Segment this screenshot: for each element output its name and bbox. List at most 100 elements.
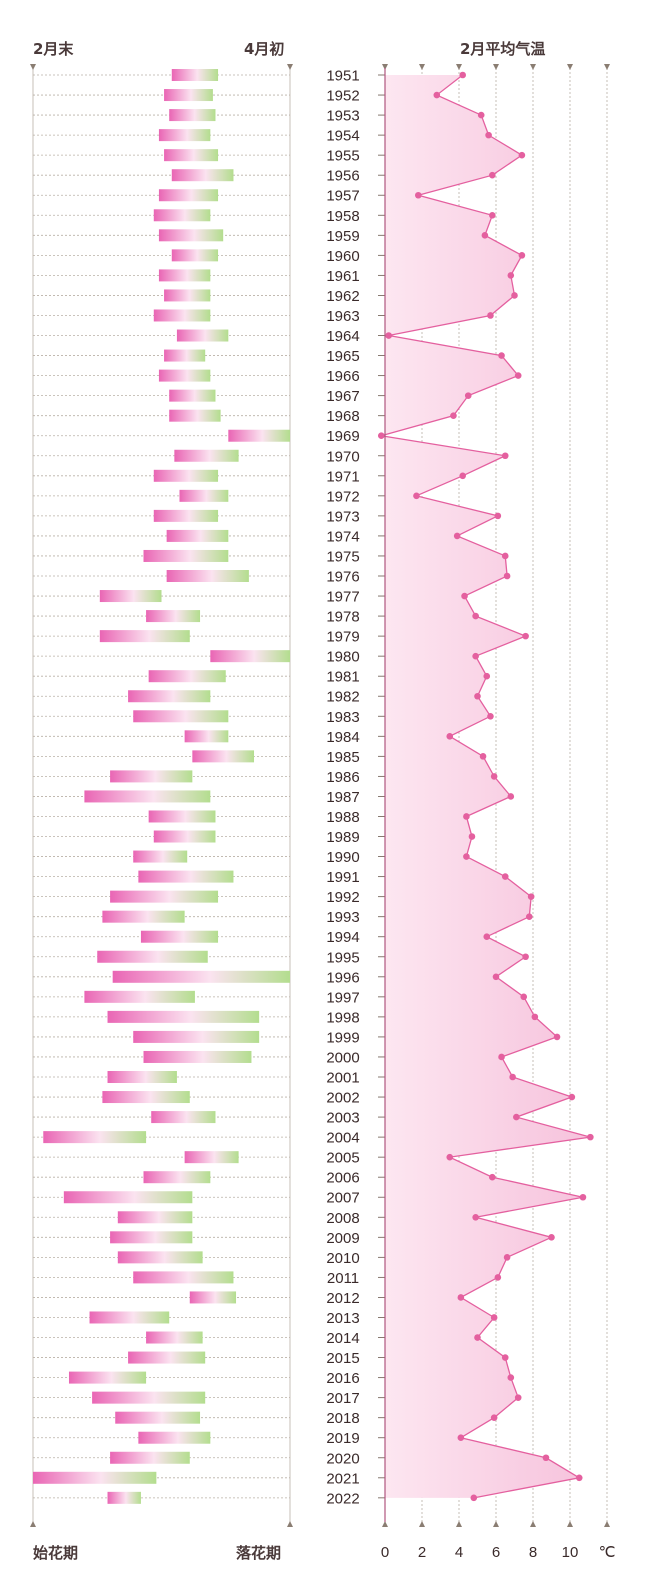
left-bottom-end-label: 落花期 bbox=[236, 1544, 282, 1562]
temp-point-1997 bbox=[520, 993, 528, 1001]
year-label-1994: 1994 bbox=[326, 929, 359, 946]
bloom-bar-1978 bbox=[146, 610, 201, 623]
bloom-bar-1973 bbox=[153, 509, 219, 522]
bloom-bar-2016 bbox=[68, 1371, 147, 1384]
year-label-1993: 1993 bbox=[326, 909, 359, 926]
temp-point-1959 bbox=[481, 232, 489, 239]
year-label-2016: 2016 bbox=[326, 1370, 359, 1387]
bar-axis-arrow bbox=[287, 1521, 293, 1527]
temp-axis-arrow bbox=[604, 1521, 610, 1527]
temp-point-1998 bbox=[531, 1013, 539, 1021]
year-label-2005: 2005 bbox=[326, 1150, 359, 1167]
bloom-bar-2011 bbox=[133, 1271, 234, 1284]
temp-axis-arrow bbox=[419, 1521, 425, 1527]
temp-point-1981 bbox=[483, 672, 491, 680]
temperature-chart-title: 2月平均气温 bbox=[460, 40, 546, 58]
temp-point-2009 bbox=[548, 1234, 555, 1241]
bloom-bar-2015 bbox=[128, 1351, 206, 1364]
bloom-bar-2008 bbox=[117, 1211, 193, 1224]
temp-point-1973 bbox=[494, 512, 502, 520]
year-label-2003: 2003 bbox=[326, 1110, 359, 1127]
temp-axis-arrow bbox=[419, 64, 425, 70]
temp-point-2005 bbox=[446, 1153, 454, 1161]
bloom-bar-1980 bbox=[210, 650, 290, 663]
year-label-1990: 1990 bbox=[326, 849, 359, 866]
temp-point-1989 bbox=[468, 833, 476, 840]
bloom-bar-1952 bbox=[164, 89, 213, 102]
temp-axis-arrow bbox=[493, 64, 499, 70]
year-label-1968: 1968 bbox=[326, 408, 359, 425]
year-label-1979: 1979 bbox=[326, 629, 359, 646]
bloom-bar-1965 bbox=[164, 349, 206, 362]
temperature-series-line bbox=[381, 74, 591, 1499]
year-label-1969: 1969 bbox=[326, 428, 359, 445]
temp-point-2011 bbox=[494, 1274, 502, 1281]
bloom-bar-1977 bbox=[99, 590, 162, 603]
temp-point-1994 bbox=[483, 933, 491, 941]
bloom-bar-1974 bbox=[166, 529, 229, 542]
bloom-bar-2017 bbox=[92, 1391, 206, 1404]
temp-axis-arrow bbox=[456, 64, 462, 70]
bloom-bar-1997 bbox=[84, 990, 195, 1003]
temp-tick-label: 6 bbox=[492, 1544, 500, 1561]
year-label-2019: 2019 bbox=[326, 1430, 359, 1447]
bloom-bar-1992 bbox=[110, 890, 219, 903]
temp-tick-label: 0 bbox=[381, 1544, 389, 1561]
bloom-bar-1963 bbox=[153, 309, 211, 322]
bloom-bar-2001 bbox=[107, 1071, 177, 1083]
year-label-1960: 1960 bbox=[326, 248, 359, 265]
temp-point-1958 bbox=[489, 211, 496, 219]
year-label-1954: 1954 bbox=[326, 128, 359, 145]
temp-point-1966 bbox=[514, 372, 522, 379]
year-label-2022: 2022 bbox=[326, 1490, 359, 1507]
temp-point-1987 bbox=[507, 793, 515, 800]
bloom-bar-1961 bbox=[158, 269, 211, 282]
temp-point-1990 bbox=[463, 853, 470, 860]
temp-axis-arrow bbox=[604, 64, 610, 70]
temp-point-1976 bbox=[503, 572, 511, 580]
temp-axis-arrow bbox=[456, 1521, 462, 1527]
year-label-1957: 1957 bbox=[326, 188, 359, 205]
bloom-bar-1996 bbox=[112, 970, 290, 983]
temp-point-2003 bbox=[513, 1113, 520, 1121]
temp-point-2013 bbox=[490, 1314, 498, 1321]
temp-point-1984 bbox=[446, 733, 454, 740]
year-label-2001: 2001 bbox=[326, 1070, 359, 1087]
bar-axis-arrow bbox=[287, 64, 293, 70]
bloom-bar-1968 bbox=[169, 409, 221, 422]
temp-point-2002 bbox=[568, 1093, 576, 1101]
bloom-bar-2022 bbox=[107, 1491, 141, 1504]
bloom-bar-1985 bbox=[192, 750, 255, 763]
year-label-1961: 1961 bbox=[326, 268, 359, 285]
temp-point-2012 bbox=[457, 1294, 465, 1301]
year-label-1967: 1967 bbox=[326, 388, 359, 405]
bloom-bar-1970 bbox=[174, 449, 239, 462]
bloom-bar-2019 bbox=[138, 1431, 211, 1444]
bloom-bar-1976 bbox=[166, 570, 249, 582]
temperature-area bbox=[381, 75, 591, 1498]
temp-tick-label: 10 bbox=[562, 1544, 579, 1561]
bloom-bar-1987 bbox=[84, 790, 211, 803]
bloom-bar-1966 bbox=[158, 369, 211, 382]
year-label-1978: 1978 bbox=[326, 609, 359, 626]
bloom-bar-1960 bbox=[171, 249, 219, 262]
bloom-bar-1986 bbox=[110, 770, 193, 783]
year-label-2014: 2014 bbox=[326, 1330, 359, 1347]
temp-point-1991 bbox=[501, 873, 509, 880]
temp-point-1999 bbox=[553, 1033, 561, 1041]
temp-point-1969 bbox=[378, 432, 385, 440]
bloom-bar-1964 bbox=[176, 329, 229, 342]
year-label-2015: 2015 bbox=[326, 1350, 359, 1367]
year-label-1982: 1982 bbox=[326, 689, 359, 706]
year-label-1972: 1972 bbox=[326, 488, 359, 505]
year-label-2010: 2010 bbox=[326, 1250, 359, 1267]
temp-point-2017 bbox=[514, 1394, 522, 1401]
temp-point-2020 bbox=[542, 1454, 550, 1462]
year-label-1956: 1956 bbox=[326, 168, 359, 185]
bloom-bar-2012 bbox=[189, 1291, 237, 1304]
temp-axis-arrow bbox=[530, 1521, 536, 1527]
temp-point-2008 bbox=[472, 1213, 479, 1221]
temp-point-1975 bbox=[501, 552, 509, 560]
year-label-1973: 1973 bbox=[326, 508, 359, 525]
year-label-1974: 1974 bbox=[326, 528, 359, 545]
